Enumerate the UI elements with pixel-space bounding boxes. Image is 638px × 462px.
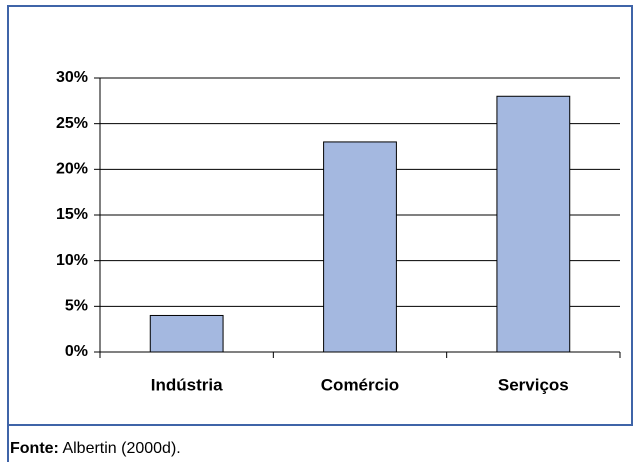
y-tick-label: 5%: [65, 298, 88, 315]
chart-frame: [7, 5, 633, 426]
y-tick-label: 25%: [56, 115, 88, 132]
bar: [323, 141, 397, 353]
bar: [496, 95, 571, 353]
y-tick-label: 20%: [56, 161, 88, 178]
caption-label: Fonte:: [10, 440, 59, 457]
bar: [149, 314, 224, 353]
x-tick-label: Comércio: [321, 375, 399, 394]
y-tick-label: 0%: [65, 343, 88, 360]
x-tick-label: Indústria: [151, 375, 223, 394]
x-tick-label: Serviços: [498, 375, 569, 394]
y-tick-label: 15%: [56, 206, 88, 223]
caption-text: Albertin (2000d).: [62, 440, 180, 457]
y-tick-label: 30%: [56, 69, 88, 86]
caption: Fonte: Albertin (2000d).: [10, 440, 181, 457]
y-tick-label: 10%: [56, 252, 88, 269]
